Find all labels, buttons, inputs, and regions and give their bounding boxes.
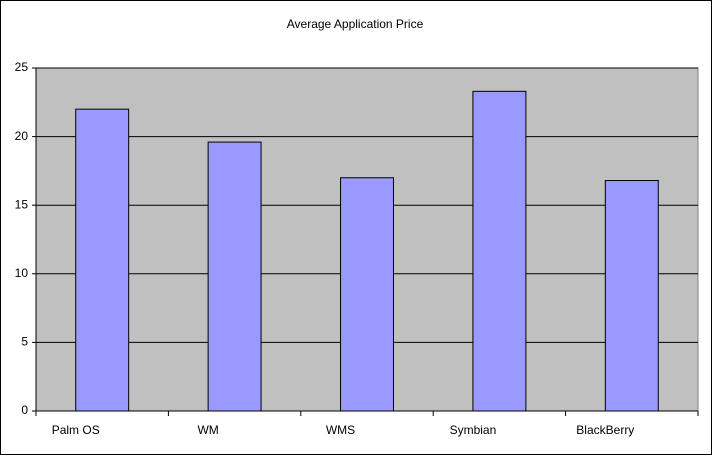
- y-tick-label: 15: [15, 197, 29, 211]
- y-tick-label: 10: [15, 266, 29, 280]
- x-tick-label: Palm OS: [52, 423, 100, 437]
- y-tick-label: 0: [21, 403, 28, 417]
- y-tick-label: 20: [15, 129, 29, 143]
- x-tick-label: Symbian: [450, 423, 497, 437]
- bar: [207, 141, 262, 412]
- x-tick-label: BlackBerry: [576, 423, 634, 437]
- x-tick-label: WM: [197, 423, 218, 437]
- chart-title: Average Application Price: [287, 17, 424, 31]
- bar: [472, 90, 527, 412]
- bar: [340, 177, 394, 412]
- bar: [604, 180, 659, 412]
- y-tick-label: 25: [15, 60, 29, 74]
- y-tick-label: 5: [21, 335, 28, 349]
- bar: [75, 108, 130, 412]
- x-tick-label: WMS: [326, 423, 355, 437]
